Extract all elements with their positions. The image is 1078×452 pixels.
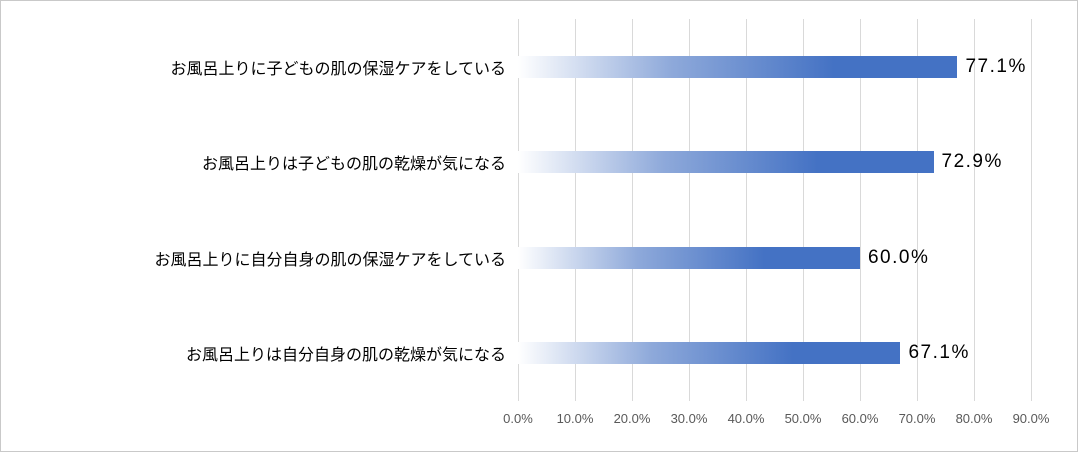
x-axis-tick-label: 20.0% bbox=[613, 411, 651, 426]
x-axis-tick-label: 0.0% bbox=[503, 411, 533, 426]
bar bbox=[518, 342, 901, 365]
category-labels-area: お風呂上りに子どもの肌の保湿ケアをしているお風呂上りは子どもの肌の乾燥が気になる… bbox=[1, 19, 506, 401]
gridline bbox=[575, 19, 576, 401]
gridline bbox=[1031, 19, 1032, 401]
category-label: お風呂上りに自分自身の肌の保湿ケアをしている bbox=[154, 251, 506, 269]
gridline bbox=[974, 19, 975, 401]
bar bbox=[518, 151, 934, 174]
x-axis-tick-label: 50.0% bbox=[784, 411, 822, 426]
category-label: お風呂上りは子どもの肌の乾燥が気になる bbox=[201, 156, 506, 174]
x-axis-tick-label: 10.0% bbox=[556, 411, 594, 426]
x-axis-tick-label: 80.0% bbox=[955, 411, 993, 426]
category-label: お風呂上りに子どもの肌の保湿ケアをしている bbox=[170, 60, 506, 78]
bar-row: 77.1% bbox=[518, 55, 1031, 78]
bar-row: 60.0% bbox=[518, 246, 1031, 269]
bar-row: 72.9% bbox=[518, 151, 1031, 174]
x-axis: 0.0% 10.0% 20.0% 30.0% 40.0% 50.0% 60.0% 70.0% 8… bbox=[503, 411, 1049, 433]
gridline bbox=[860, 19, 861, 401]
gridline bbox=[917, 19, 918, 401]
value-label: 72.9% bbox=[941, 151, 1003, 173]
x-axis-tick-label: 60.0% bbox=[841, 411, 879, 426]
bar bbox=[518, 55, 958, 78]
value-label: 67.1% bbox=[908, 342, 970, 364]
value-label: 60.0% bbox=[867, 246, 930, 268]
category-label: お風呂上りは自分自身の肌の乾燥が気になる bbox=[185, 347, 506, 365]
x-axis-tick-label: 70.0% bbox=[898, 411, 936, 426]
gridline bbox=[689, 19, 690, 401]
x-axis-tick-label: 30.0% bbox=[670, 411, 708, 426]
x-axis-tick-label: 90.0% bbox=[1012, 411, 1050, 426]
bar bbox=[518, 246, 860, 269]
x-axis-tick-label: 40.0% bbox=[727, 411, 765, 426]
gridline bbox=[803, 19, 804, 401]
gridline bbox=[632, 19, 633, 401]
plot-area: 77.1% 72.9% 60.0% 67.1% bbox=[518, 19, 1032, 401]
gridline bbox=[518, 19, 519, 401]
bar-row: 67.1% bbox=[518, 342, 1031, 365]
value-label: 77.1% bbox=[965, 55, 1027, 77]
gridline bbox=[746, 19, 747, 401]
